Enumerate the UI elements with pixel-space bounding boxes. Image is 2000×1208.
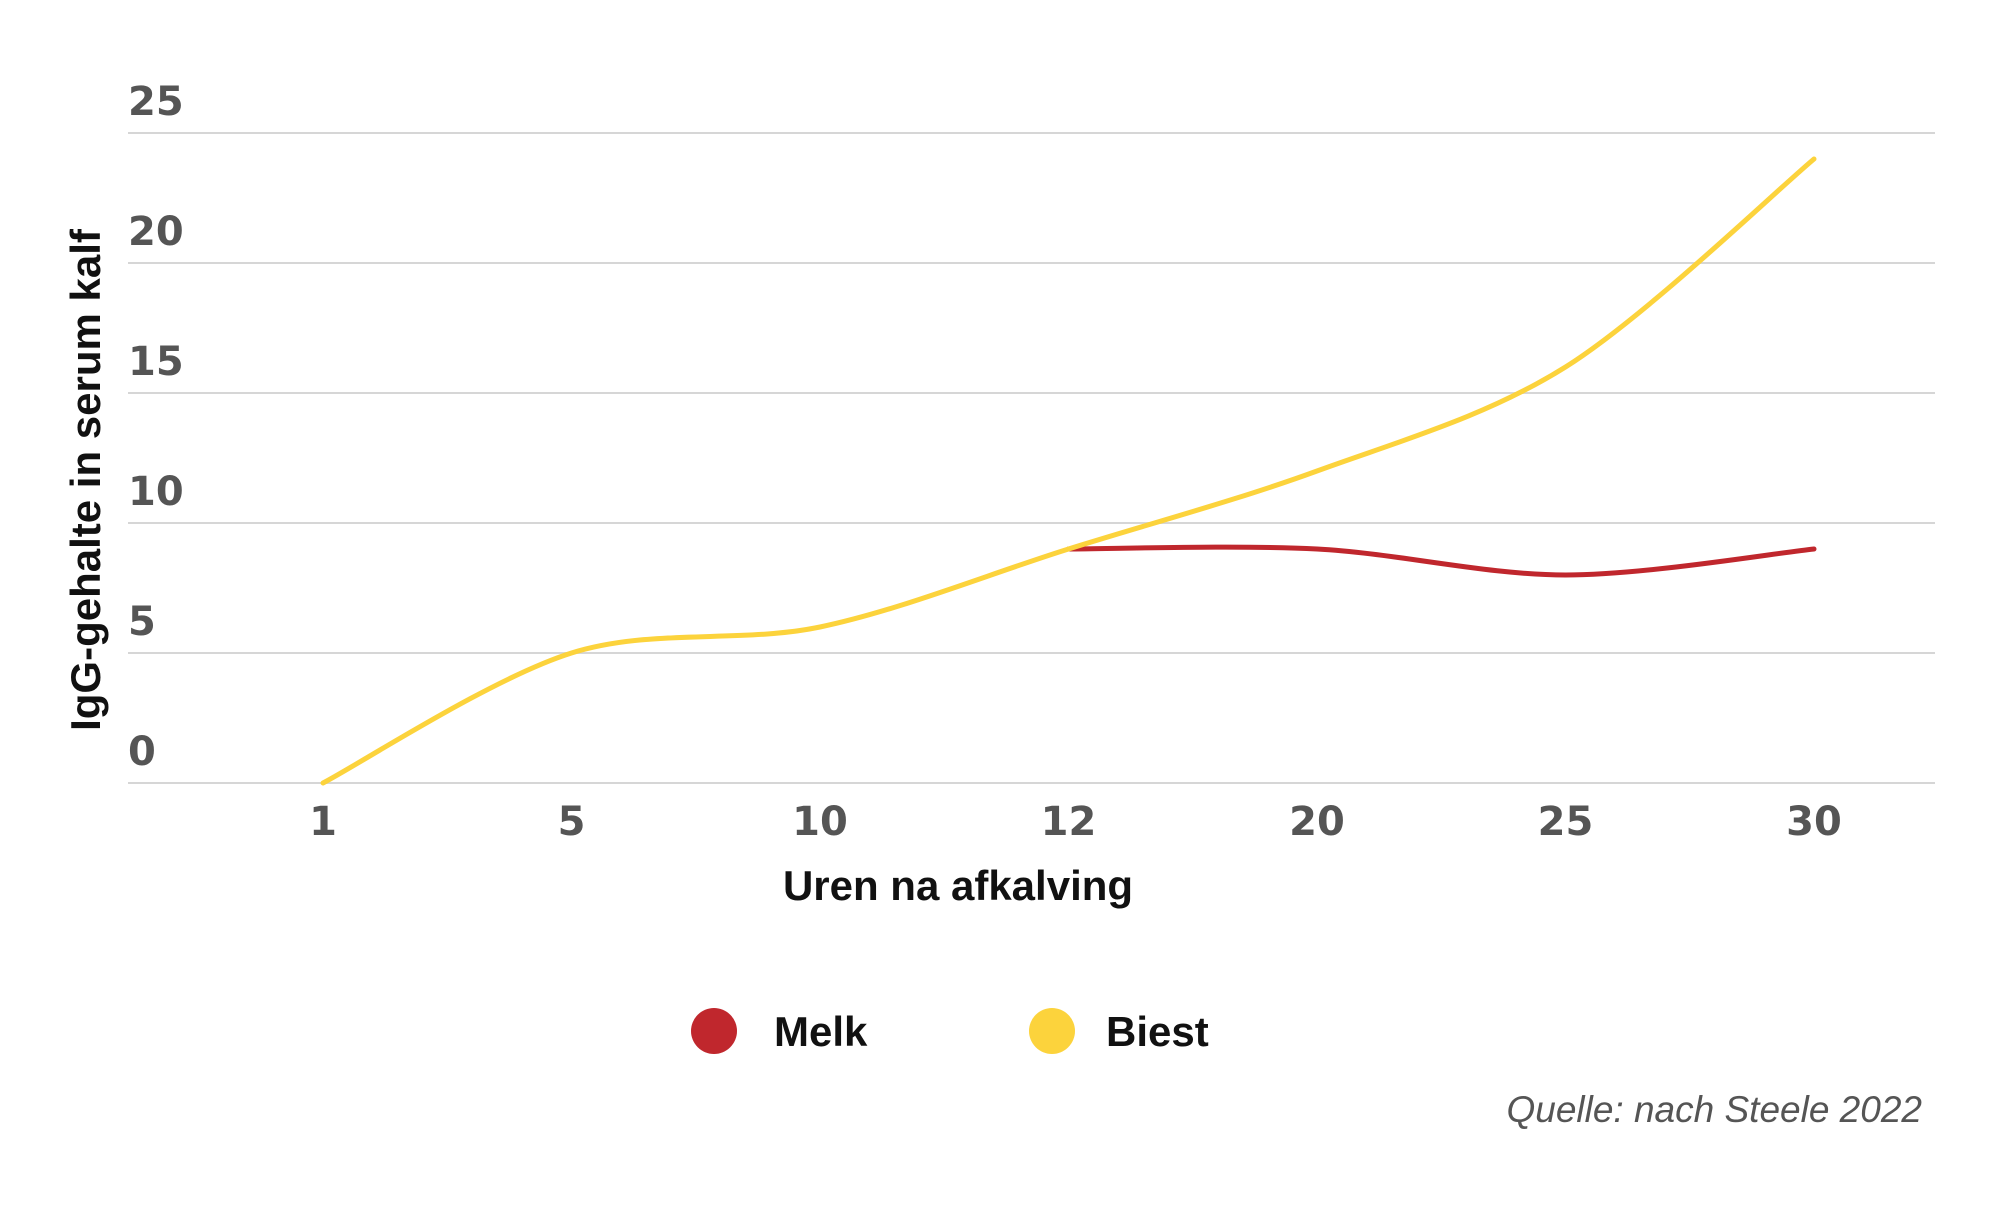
legend-label-melk: Melk bbox=[774, 1008, 868, 1055]
series-line-melk bbox=[1066, 544, 1817, 578]
y-axis-ticks: 0 5 10 15 20 25 bbox=[128, 79, 184, 775]
y-tick-label: 0 bbox=[128, 729, 156, 775]
x-tick-label: 30 bbox=[1786, 799, 1842, 845]
y-axis-title: IgG-gehalte in serum kalf bbox=[62, 228, 109, 731]
y-tick-label: 5 bbox=[128, 599, 156, 645]
y-tick-label: 25 bbox=[128, 79, 184, 125]
source-note: Quelle: nach Steele 2022 bbox=[1506, 1089, 1922, 1130]
x-tick-label: 5 bbox=[558, 799, 586, 845]
x-tick-label: 25 bbox=[1538, 799, 1594, 845]
x-axis-ticks: 1 5 10 12 20 25 30 bbox=[309, 799, 1842, 845]
y-tick-label: 20 bbox=[128, 209, 184, 255]
y-tick-label: 15 bbox=[128, 339, 184, 385]
x-tick-label: 12 bbox=[1041, 799, 1097, 845]
y-tick-label: 10 bbox=[128, 469, 184, 515]
x-axis-title: Uren na afkalving bbox=[783, 862, 1133, 909]
x-tick-label: 1 bbox=[309, 799, 337, 845]
legend-marker-biest bbox=[1029, 1008, 1075, 1054]
x-tick-label: 20 bbox=[1289, 799, 1345, 845]
legend-marker-melk bbox=[691, 1008, 737, 1054]
legend: Melk Biest bbox=[691, 1008, 1209, 1055]
gridlines bbox=[128, 132, 1935, 784]
legend-label-biest: Biest bbox=[1106, 1008, 1209, 1055]
x-tick-label: 10 bbox=[792, 799, 848, 845]
series-line-biest bbox=[320, 156, 1817, 786]
series-lines bbox=[320, 156, 1817, 786]
